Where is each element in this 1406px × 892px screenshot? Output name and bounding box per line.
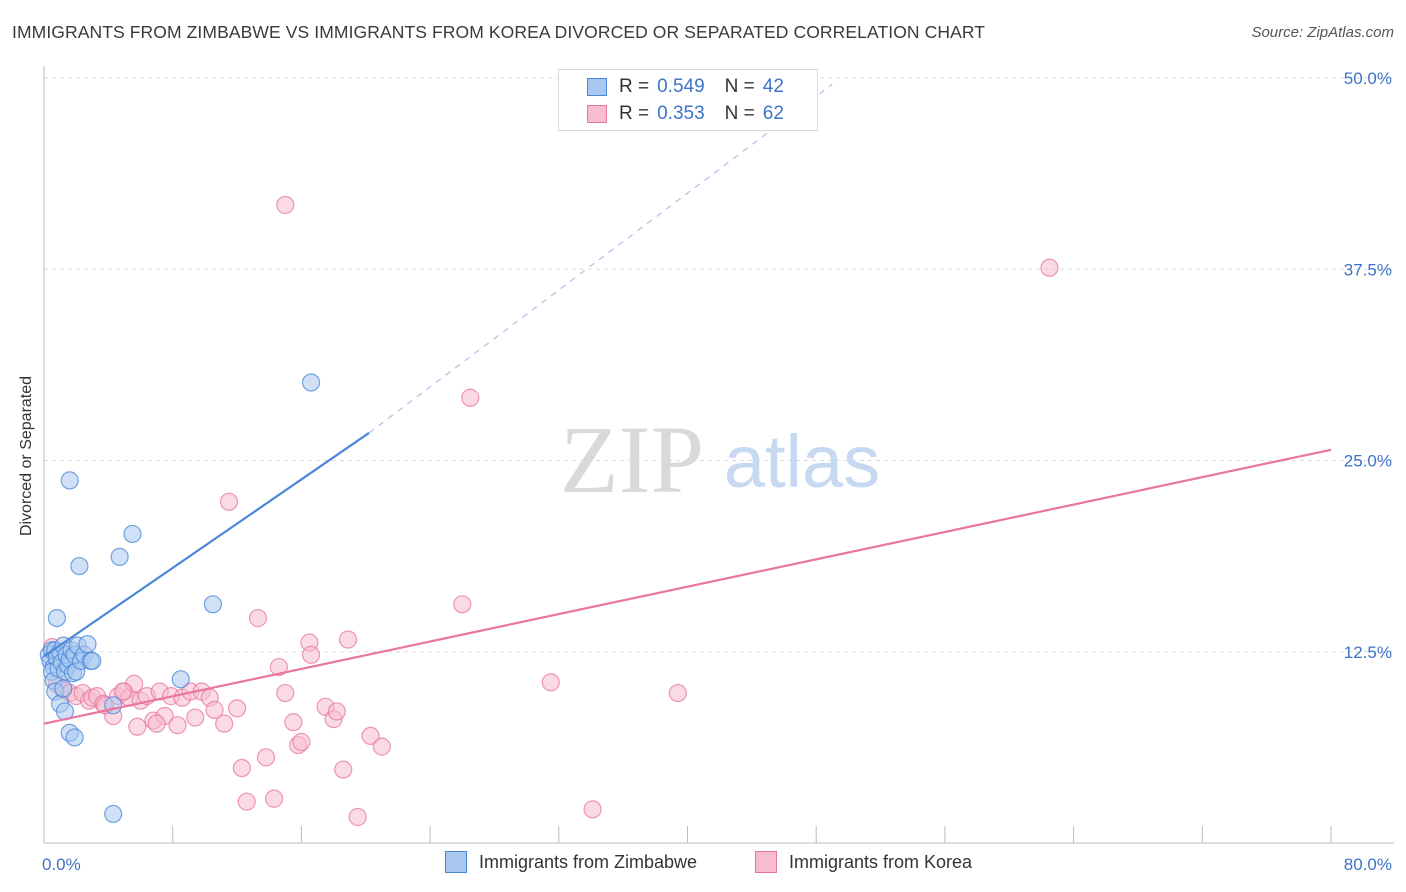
chart-title: IMMIGRANTS FROM ZIMBABWE VS IMMIGRANTS F… xyxy=(12,22,986,42)
korea-point xyxy=(227,699,247,718)
korea-point xyxy=(276,683,295,703)
zimbabwe-point xyxy=(78,634,97,654)
korea-point xyxy=(348,807,367,827)
x-tick-label: 0.0% xyxy=(42,855,81,874)
legend-item-zimbabwe[interactable]: Immigrants from Zimbabwe xyxy=(445,851,697,873)
zimbabwe-point xyxy=(60,471,79,490)
gridlines xyxy=(44,77,1394,653)
legend-r-label: R = xyxy=(619,103,650,124)
korea-point xyxy=(583,800,602,819)
y-tick-label: 25.0% xyxy=(1344,452,1392,471)
legend-label-korea: Immigrants from Korea xyxy=(789,851,973,872)
zimbabwe-trend-line xyxy=(43,432,370,658)
legend-r-value: 0.549 xyxy=(657,76,705,97)
trend-lines xyxy=(43,83,1332,725)
korea-point xyxy=(668,683,687,703)
legend-n-value: 42 xyxy=(762,76,784,97)
korea-trend-line xyxy=(43,448,1332,725)
korea-point xyxy=(269,657,288,677)
korea-point xyxy=(205,700,224,719)
korea-point xyxy=(334,760,353,779)
y-tick-label: 12.5% xyxy=(1344,643,1392,662)
source-label: Source: ZipAtlas.com xyxy=(1251,24,1394,41)
korea-point xyxy=(284,713,303,732)
korea-point xyxy=(461,388,480,407)
korea-point xyxy=(237,792,256,811)
legend-swatch-zimbabwe xyxy=(587,78,607,96)
zimbabwe-point xyxy=(70,556,89,576)
legend-n-value: 62 xyxy=(762,103,784,124)
korea-point xyxy=(276,195,295,215)
korea-point xyxy=(541,673,560,692)
korea-point xyxy=(327,702,346,721)
korea-point xyxy=(361,726,380,746)
legend-row-korea: R = 0.353 N = 62 xyxy=(559,101,784,127)
watermark-zip: ZIP xyxy=(560,406,704,513)
correlation-legend: R = 0.549 N = 42 R = 0.353 N = 62 xyxy=(558,69,818,131)
korea-point xyxy=(168,716,187,735)
legend-row-zimbabwe: R = 0.549 N = 42 xyxy=(559,74,784,100)
legend-label-zimbabwe: Immigrants from Zimbabwe xyxy=(479,851,698,872)
korea-point xyxy=(1040,258,1059,277)
zimbabwe-point xyxy=(104,804,123,824)
legend-n-label: N = xyxy=(724,76,755,97)
korea-point xyxy=(248,608,268,628)
series-legend: Immigrants from Zimbabwe Immigrants from… xyxy=(0,851,1406,879)
legend-swatch-zimbabwe xyxy=(445,851,467,873)
zimbabwe-point xyxy=(54,679,73,698)
y-tick-label: 37.5% xyxy=(1344,260,1392,279)
legend-r-value: 0.353 xyxy=(657,103,705,124)
legend-r-label: R = xyxy=(619,76,650,97)
tick-labels: 12.5% 25.0% 37.5% 50.0% 0.0% 80.0% xyxy=(42,69,1392,874)
korea-point xyxy=(256,748,276,767)
korea-point xyxy=(301,645,321,664)
korea-point xyxy=(264,789,284,808)
korea-point xyxy=(219,492,239,511)
legend-swatch-korea xyxy=(755,851,777,873)
korea-point xyxy=(113,682,132,701)
korea-point xyxy=(128,717,147,736)
korea-point xyxy=(292,732,311,752)
zimbabwe-point xyxy=(123,524,142,544)
watermark: ZIP atlas xyxy=(560,406,880,513)
korea-point xyxy=(372,737,391,756)
korea-point xyxy=(338,630,358,649)
legend-n-label: N = xyxy=(724,103,755,124)
korea-point xyxy=(232,758,251,778)
zimbabwe-point xyxy=(83,651,102,671)
data-points xyxy=(39,195,1059,827)
axes xyxy=(43,66,1394,844)
korea-point xyxy=(215,714,234,733)
legend-item-korea[interactable]: Immigrants from Korea xyxy=(755,851,972,873)
zimbabwe-trend-extension xyxy=(368,83,833,434)
zimbabwe-point xyxy=(47,608,66,628)
x-tick-label: 80.0% xyxy=(1344,855,1392,874)
zimbabwe-point xyxy=(65,728,84,747)
zimbabwe-point xyxy=(171,670,190,689)
zimbabwe-point xyxy=(301,373,321,392)
korea-point xyxy=(453,595,472,614)
korea-point xyxy=(186,708,205,727)
zimbabwe-point xyxy=(203,595,223,614)
y-tick-label: 50.0% xyxy=(1344,69,1392,88)
watermark-atlas: atlas xyxy=(724,420,880,503)
korea-point xyxy=(147,714,166,733)
legend-swatch-korea xyxy=(587,105,607,123)
zimbabwe-point xyxy=(110,547,129,566)
